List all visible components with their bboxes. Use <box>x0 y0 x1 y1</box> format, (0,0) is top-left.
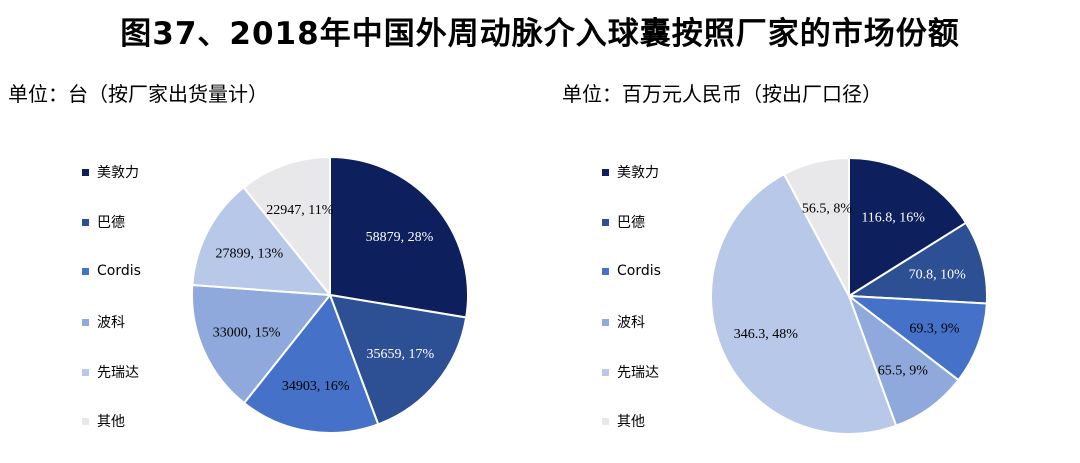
slice-data-label: 22947, 11% <box>266 203 333 218</box>
pie-slice <box>191 283 332 405</box>
pie-slice <box>848 156 968 298</box>
slice-data-label: 70.8, 10% <box>909 267 967 282</box>
legend-label: 其他 <box>97 414 125 430</box>
legend-swatch <box>82 267 89 275</box>
legend-item: 先瑞达 <box>602 362 659 382</box>
legend-label: 先瑞达 <box>97 365 139 381</box>
legend-label: 美敦力 <box>97 165 139 181</box>
pie-slice <box>710 172 898 435</box>
legend-item: 巴德 <box>602 212 645 232</box>
slice-data-label: 35659, 17% <box>366 347 434 362</box>
legend-swatch <box>602 417 609 425</box>
slice-data-label: 116.8, 16% <box>861 210 925 225</box>
legend-label: Cordis <box>97 263 141 279</box>
slice-data-label: 58879, 28% <box>366 230 434 245</box>
legend-label: 波科 <box>97 315 125 331</box>
legend-item: 美敦力 <box>82 162 139 182</box>
legend-label: 先瑞达 <box>617 365 659 381</box>
slice-data-label: 34903, 16% <box>282 379 350 394</box>
legend-item: 先瑞达 <box>82 362 139 382</box>
legend-label: 美敦力 <box>617 165 659 181</box>
legend-swatch <box>602 218 609 226</box>
slice-data-label: 27899, 13% <box>216 247 284 262</box>
page-title: 图37、2018年中国外周动脉介入球囊按照厂家的市场份额 <box>120 16 960 52</box>
legend-item: 巴德 <box>82 212 125 232</box>
legend-label: 巴德 <box>617 215 645 231</box>
legend-swatch <box>602 267 609 275</box>
legend-swatch <box>602 318 609 326</box>
legend-item: Cordis <box>82 261 141 281</box>
pie-slice <box>782 156 850 297</box>
legend-item: 波科 <box>602 312 645 332</box>
pie-slice <box>242 155 331 298</box>
legend-item: 其他 <box>82 411 125 431</box>
legend-label: 其他 <box>617 414 645 430</box>
legend-swatch <box>82 368 89 376</box>
slice-data-label: 65.5, 9% <box>878 363 929 378</box>
unit-label-left: 单位：台（按厂家出货量计） <box>8 82 268 106</box>
legend-swatch <box>82 168 89 176</box>
unit-label-right: 单位：百万元人民币（按出厂口径） <box>562 82 882 106</box>
pie-group-left: 58879, 28% 35659, 17% 34903, 16% 33000, 15%… <box>191 155 469 434</box>
pie-slice <box>329 155 469 319</box>
pie-group-right: 116.8, 16% 70.8, 10% 69.3, 9% 65.5, 9% 346.3… <box>710 156 988 435</box>
legend-swatch <box>82 318 89 326</box>
legend-item: 美敦力 <box>602 162 659 182</box>
legend-swatch <box>82 218 89 226</box>
legend-label: 巴德 <box>97 215 125 231</box>
legend-item: Cordis <box>602 261 661 281</box>
slice-data-label: 33000, 15% <box>213 326 281 341</box>
pie-slice <box>328 293 468 426</box>
legend-label: Cordis <box>617 263 661 279</box>
slice-data-label: 346.3, 48% <box>734 327 799 342</box>
legend-item: 波科 <box>82 312 125 332</box>
legend-item: 其他 <box>602 411 645 431</box>
legend-swatch <box>602 168 609 176</box>
legend-label: 波科 <box>617 315 645 331</box>
slice-data-label: 56.5, 8% <box>802 202 853 217</box>
legend-swatch <box>82 417 89 425</box>
legend-swatch <box>602 368 609 376</box>
pie-slice <box>845 294 988 382</box>
pie-slice <box>845 221 988 305</box>
pie-slice <box>191 185 333 297</box>
slice-data-label: 69.3, 9% <box>909 322 960 337</box>
pie-slice <box>242 292 380 434</box>
